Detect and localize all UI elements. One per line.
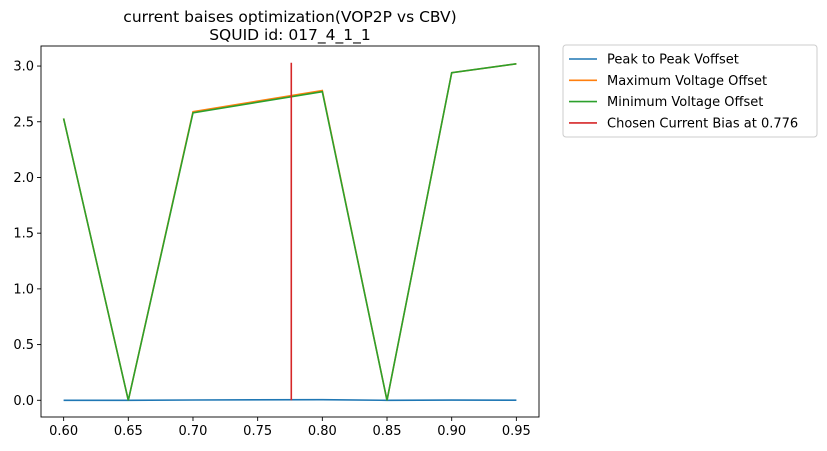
- legend-label-3: Minimum Voltage Offset: [607, 95, 763, 110]
- series-line-2: [62, 63, 517, 401]
- y-tick-label: 2.5: [13, 115, 34, 130]
- y-tick-label: 2.0: [13, 171, 34, 186]
- legend-label-2: Maximum Voltage Offset: [607, 74, 767, 89]
- legend: Peak to Peak Voffset Maximum Voltage Offs…: [562, 44, 818, 138]
- y-tick-label: 1.5: [13, 227, 34, 242]
- x-tick-label: 0.60: [49, 424, 78, 439]
- legend-label-1: Peak to Peak Voffset: [607, 53, 739, 68]
- x-tick-label: 0.75: [243, 424, 272, 439]
- chart-subtitle: SQUID id: 017_4_1_1: [209, 26, 371, 45]
- series-line-1: [63, 398, 517, 402]
- x-tick-label: 0.70: [179, 424, 208, 439]
- chart-title: current baises optimization(VOP2P vs CBV…: [123, 8, 456, 26]
- y-tick-label: 1.0: [13, 282, 34, 297]
- legend-box: [562, 44, 818, 138]
- plot-frame: [40, 45, 540, 418]
- y-tick-label: 0.5: [13, 338, 34, 353]
- x-tick-label: 0.80: [308, 424, 337, 439]
- y-tick-label: 3.0: [13, 60, 34, 75]
- legend-label-4: Chosen Current Bias at 0.776: [607, 116, 798, 131]
- y-tick-label: 0.0: [13, 394, 34, 409]
- x-tick-label: 0.65: [114, 424, 143, 439]
- series-line-3: [62, 63, 517, 401]
- x-tick-label: 0.85: [373, 424, 402, 439]
- x-tick-label: 0.90: [437, 424, 466, 439]
- plot-area: 0.60 0.65 0.70 0.75 0.80 0.85 0.90 0.95 0.0 0.5 1.…: [13, 45, 540, 439]
- x-tick-label: 0.95: [502, 424, 531, 439]
